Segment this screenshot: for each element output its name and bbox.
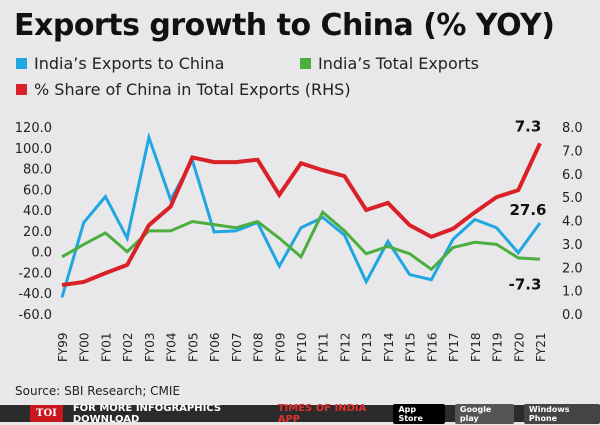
- y-right-tick-label: 6.0: [562, 168, 583, 183]
- data-label: 27.6: [509, 201, 546, 219]
- y-right-tick-label: 5.0: [562, 191, 583, 206]
- y-right-tick-label: 4.0: [562, 215, 583, 230]
- x-tick-label: FY99: [56, 332, 70, 362]
- footer-text: FOR MORE INFOGRAPHICS DOWNLOAD: [73, 403, 274, 425]
- y-left-tick-label: -40.0: [18, 287, 52, 302]
- y-left-tick-label: 0.0: [31, 246, 52, 261]
- x-tick-label: FY11: [317, 332, 331, 362]
- x-tick-label: FY07: [230, 332, 244, 362]
- line-chart: 120.0 100.0 80.0 60.0 40.0 20.0 0.0 -20.0 -40.0 -…: [0, 0, 600, 400]
- y-left-tick-label: -60.0: [18, 308, 52, 323]
- y-right-tick-label: 7.0: [562, 144, 583, 159]
- data-label: -7.3: [509, 275, 542, 293]
- x-tick-label: FY04: [165, 332, 179, 362]
- x-tick-label: FY17: [447, 332, 461, 362]
- x-tick-label: FY15: [404, 332, 418, 362]
- x-tick-label: FY14: [382, 332, 396, 362]
- x-tick-label: FY05: [186, 332, 200, 362]
- x-tick-label: FY21: [534, 332, 548, 362]
- y-right-tick-label: 1.0: [562, 285, 583, 300]
- x-tick-label: FY12: [338, 332, 352, 362]
- data-label: 7.3: [515, 117, 542, 135]
- y-right-tick-label: 2.0: [562, 261, 583, 276]
- x-tick-label: FY16: [425, 332, 439, 362]
- x-tick-label: FY18: [469, 332, 483, 362]
- y-left-tick-label: 120.0: [15, 121, 52, 136]
- footer-app[interactable]: TIMES OF INDIA APP: [278, 403, 384, 425]
- x-tick-label: FY10: [295, 332, 309, 362]
- y-right-tick-label: 3.0: [562, 238, 583, 253]
- x-tick-label: FY00: [78, 332, 92, 362]
- footer-banner: TOI FOR MORE INFOGRAPHICS DOWNLOAD TIMES…: [0, 405, 600, 422]
- y-right-tick-label: 8.0: [562, 121, 583, 136]
- x-tick-label: FY19: [491, 332, 505, 362]
- app-store-badge[interactable]: App Store: [393, 404, 444, 424]
- windows-phone-badge[interactable]: Windows Phone: [524, 404, 600, 424]
- y-left-tick-label: -20.0: [18, 266, 52, 281]
- y-left-tick-label: 40.0: [23, 204, 52, 219]
- y-left-tick-label: 20.0: [23, 225, 52, 240]
- x-tick-label: FY02: [121, 332, 135, 362]
- y-right-tick-label: 0.0: [562, 308, 583, 323]
- x-tick-label: FY09: [273, 332, 287, 362]
- y-left-tick-label: 80.0: [23, 163, 52, 178]
- x-tick-label: FY13: [360, 332, 374, 362]
- x-tick-label: FY08: [252, 332, 266, 362]
- x-tick-label: FY01: [99, 332, 113, 362]
- x-tick-label: FY20: [512, 332, 526, 362]
- y-left-tick-label: 100.0: [15, 142, 52, 157]
- toi-logo: TOI: [30, 405, 63, 422]
- y-left-tick-label: 60.0: [23, 183, 52, 198]
- series-line: [62, 212, 540, 269]
- x-tick-label: FY03: [143, 332, 157, 362]
- google-play-badge[interactable]: Google play: [455, 404, 514, 424]
- x-tick-label: FY06: [208, 332, 222, 362]
- source-note: Source: SBI Research; CMIE: [15, 384, 180, 398]
